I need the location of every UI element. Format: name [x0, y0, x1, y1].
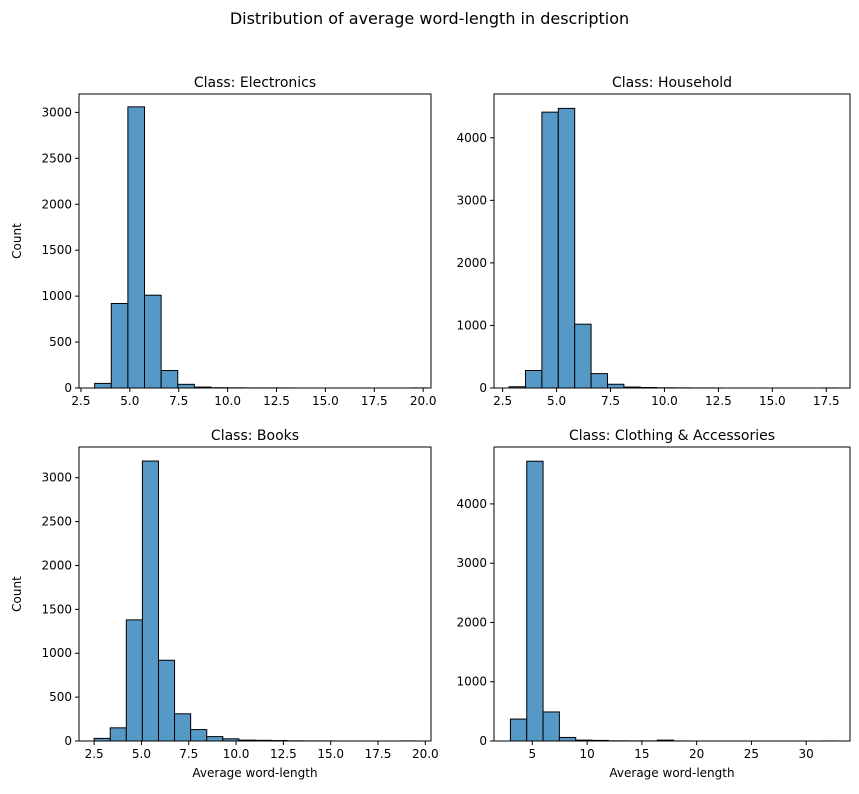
y-tick-label: 1000: [456, 675, 487, 689]
x-tick-label: 20.0: [410, 394, 437, 408]
y-tick-label: 0: [479, 381, 487, 395]
subplot-title: Class: Clothing & Accessories: [569, 428, 775, 444]
y-tick-label: 0: [64, 734, 72, 748]
histogram-bar: [509, 718, 528, 742]
subplot-2: 2.5 5.0 7.5 10.0 12.5 15.0 17.5 0 1000 2000 3000 40…: [456, 75, 851, 408]
x-tick-label: 5.0: [132, 747, 151, 761]
histogram-bar: [541, 111, 559, 389]
x-tick-label: 2.5: [71, 394, 90, 408]
y-tick-label: 2000: [456, 615, 487, 629]
y-tick-label: 0: [64, 381, 72, 395]
x-tick-label: 15: [634, 747, 649, 761]
figure-title: Distribution of average word-length in d…: [230, 9, 629, 28]
histogram-bar: [125, 619, 143, 742]
histogram-bar: [157, 659, 176, 742]
y-tick-label: 3000: [456, 193, 487, 207]
subplot-4: 5 10 15 20 25 30 0 1000 2000 3000 4000 Class: Cloth…: [456, 428, 851, 780]
x-tick-label: 7.5: [601, 394, 620, 408]
histogram-bar: [574, 323, 592, 389]
x-tick-label: 15.0: [317, 747, 344, 761]
histogram-bar: [141, 460, 159, 742]
y-tick-label: 500: [49, 690, 72, 704]
y-tick-label: 4000: [456, 131, 487, 145]
histogram-bar: [558, 736, 577, 742]
x-tick-label: 10.0: [223, 747, 250, 761]
x-tick-label: 17.5: [813, 394, 840, 408]
x-tick-label: 17.5: [361, 394, 388, 408]
x-tick-label: 15.0: [312, 394, 339, 408]
x-tick-label: 12.5: [270, 747, 297, 761]
y-tick-label: 3000: [41, 471, 72, 485]
histogram-bar: [109, 727, 127, 742]
histogram-bar: [206, 736, 224, 742]
axes-frame: [78, 93, 432, 389]
x-tick-label: 10: [579, 747, 594, 761]
subplot-title: Class: Household: [612, 75, 732, 91]
y-tick-label: 3000: [41, 105, 72, 119]
x-axis-label: Average word-length: [609, 766, 734, 780]
x-tick-label: 17.5: [365, 747, 392, 761]
x-tick-label: 12.5: [705, 394, 732, 408]
histogram-bar: [94, 382, 112, 389]
histogram-bar: [177, 383, 195, 389]
axes-frame: [78, 446, 432, 742]
axes-frame: [493, 93, 851, 389]
x-tick-label: 7.5: [179, 747, 198, 761]
histogram-bar: [160, 370, 179, 389]
histogram-bar: [190, 729, 208, 742]
x-tick-label: 30: [799, 747, 814, 761]
y-tick-label: 2500: [41, 151, 72, 165]
subplot-3: 2.5 5.0 7.5 10.0 12.5 15.0 17.5 20.0 0 500 1000 150…: [10, 428, 439, 780]
y-tick-label: 1000: [41, 646, 72, 660]
x-tick-label: 12.5: [263, 394, 290, 408]
y-tick-label: 4000: [456, 497, 487, 511]
x-tick-label: 5.0: [120, 394, 139, 408]
x-tick-label: 25: [744, 747, 759, 761]
x-tick-label: 20: [689, 747, 704, 761]
histogram-bar: [110, 302, 129, 389]
x-tick-label: 10.0: [651, 394, 678, 408]
histogram-bar: [174, 713, 192, 742]
subplot-title: Class: Books: [211, 428, 299, 444]
x-tick-label: 15.0: [759, 394, 786, 408]
y-tick-label: 500: [49, 335, 72, 349]
y-tick-label: 1000: [456, 318, 487, 332]
y-tick-label: 1000: [41, 289, 72, 303]
y-tick-label: 0: [479, 734, 487, 748]
y-tick-label: 2000: [41, 558, 72, 572]
x-tick-label: 2.5: [85, 747, 104, 761]
histogram-bar: [606, 383, 625, 389]
y-tick-label: 2500: [41, 515, 72, 529]
histogram-bar: [526, 460, 544, 742]
histogram-bar: [144, 294, 162, 389]
histogram-bar: [127, 106, 146, 389]
histogram-bar: [542, 711, 560, 742]
y-tick-label: 2000: [41, 197, 72, 211]
subplot-1: 2.5 5.0 7.5 10.0 12.5 15.0 17.5 20.0 0 500 1000 150…: [10, 75, 437, 408]
histogram-bar: [557, 107, 576, 389]
x-tick-label: 2.5: [493, 394, 512, 408]
y-tick-label: 3000: [456, 556, 487, 570]
x-axis-label: Average word-length: [192, 766, 317, 780]
histogram-bar: [525, 369, 543, 389]
x-tick-label: 5: [529, 747, 537, 761]
x-tick-label: 7.5: [169, 394, 188, 408]
x-tick-label: 10.0: [214, 394, 241, 408]
axes-frame: [493, 446, 851, 742]
histogram-bar: [590, 373, 608, 389]
y-tick-label: 2000: [456, 256, 487, 270]
y-axis-label: Count: [10, 576, 24, 612]
y-tick-label: 1500: [41, 602, 72, 616]
subplot-title: Class: Electronics: [194, 75, 316, 91]
x-tick-label: 5.0: [547, 394, 566, 408]
y-axis-label: Count: [10, 223, 24, 259]
x-tick-label: 20.0: [412, 747, 439, 761]
y-tick-label: 1500: [41, 243, 72, 257]
